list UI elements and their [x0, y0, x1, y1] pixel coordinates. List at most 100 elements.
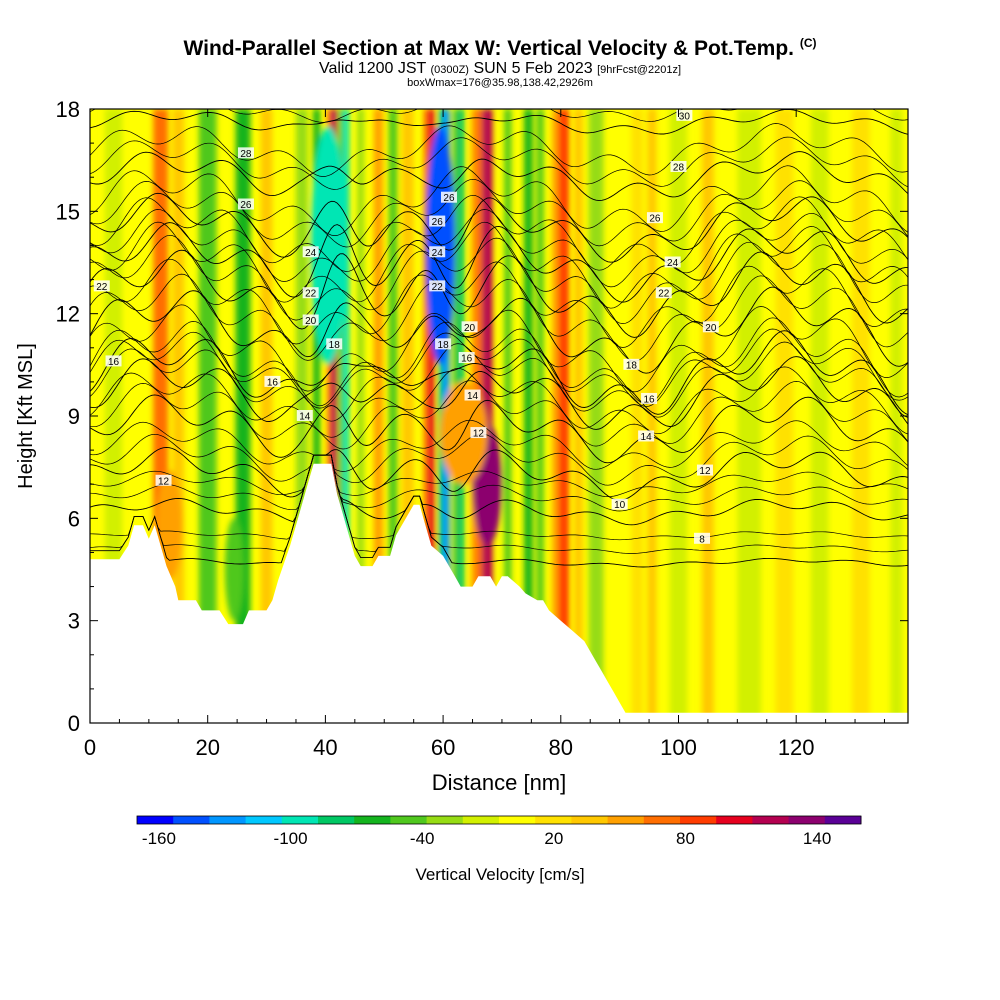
contour-label: 26: [646, 212, 663, 225]
x-tick-label: 20: [195, 735, 219, 760]
y-tick-label: 15: [56, 199, 80, 224]
velocity-cell: [224, 518, 244, 621]
velocity-band: [357, 109, 364, 723]
contour-label: 20: [702, 321, 719, 334]
theta-contour-line: [90, 356, 908, 430]
colorbar-swatch: [607, 816, 645, 824]
theta-contour-line: [90, 454, 908, 554]
theta-contour-line: [90, 454, 908, 526]
velocity-band: [647, 109, 657, 723]
velocity-band: [388, 109, 398, 723]
theta-contour-line: [90, 433, 908, 486]
velocity-band: [775, 109, 794, 723]
velocity-band: [669, 109, 688, 723]
contour-label-text: 18: [438, 340, 450, 351]
velocity-band-edge: [438, 109, 443, 723]
contour-label-bg: [641, 392, 658, 404]
contour-label: 18: [435, 338, 452, 351]
contour-label-text: 10: [614, 500, 626, 511]
colorbar-swatch: [462, 816, 500, 824]
colorbar-swatch: [426, 816, 464, 824]
velocity-band-edge: [327, 109, 331, 723]
theta-contour-line: [90, 317, 908, 407]
colorbar-tick-label: -100: [274, 829, 308, 848]
axes: 0 20 40 60 80 100 120 0 3 6 9 12 15 18: [56, 97, 908, 760]
theta-contour-line: [90, 394, 908, 464]
colorbar-swatch: [245, 816, 283, 824]
velocity-band-edge: [338, 109, 343, 723]
contour-label-text: 20: [305, 316, 317, 327]
plot-area: 8 10 12 12 12 14 14 14 16 16 16 16 18 18 18 20 20 20 22 22 2…: [90, 109, 908, 723]
velocity-band: [524, 109, 533, 723]
contour-label-text: 30: [679, 111, 691, 122]
contour-label: 12: [696, 464, 713, 477]
colorbar-swatch: [390, 816, 428, 824]
contour-label-text: 26: [649, 214, 661, 225]
contour-label-bg: [435, 338, 452, 350]
contour-label: 12: [470, 427, 487, 440]
contour-label-text: 24: [305, 248, 317, 259]
theta-contour-line: [90, 178, 908, 248]
y-tick-label: 6: [68, 506, 80, 531]
theta-contour-line: [90, 328, 908, 409]
contour-label-bg: [155, 474, 172, 486]
colorbar-frame: [136, 815, 862, 825]
theta-contour-line: [90, 192, 908, 263]
velocity-cell: [440, 381, 488, 485]
colorbar-tick-label: -160: [142, 829, 176, 848]
velocity-band: [373, 109, 384, 723]
colorbar-swatch: [571, 816, 609, 824]
contour-label: 14: [464, 389, 481, 402]
contour-label-bg: [623, 358, 640, 370]
contour-label-text: 18: [626, 360, 638, 371]
theta-contour-line: [90, 151, 908, 202]
velocity-band: [401, 109, 414, 723]
x-tick-label: 80: [549, 735, 573, 760]
contour-label: 10: [611, 498, 628, 511]
theta-contour-line: [90, 249, 908, 338]
velocity-cell: [156, 470, 183, 580]
contour-label: 28: [670, 160, 687, 173]
colorbar-swatch: [499, 816, 536, 824]
contour-label-bg: [611, 498, 628, 510]
x-axis-label: Distance [nm]: [432, 770, 567, 795]
valid-time-utc: (0300Z): [430, 64, 469, 76]
contour-label: 20: [461, 321, 478, 334]
theta-contour-line: [90, 454, 908, 512]
contour-label-text: 28: [240, 149, 252, 160]
contour-label-text: 14: [641, 432, 653, 443]
contour-label-text: 22: [658, 289, 670, 300]
contour-label-bg: [694, 532, 711, 544]
contour-label-bg: [302, 314, 319, 326]
velocity-band: [330, 109, 338, 723]
colorbar-tick-label: 80: [676, 829, 695, 848]
contour-label-text: 12: [699, 466, 711, 477]
colorbar-swatch: [173, 816, 210, 824]
contour-label-bg: [105, 355, 122, 367]
contour-label-bg: [93, 280, 110, 292]
contour-label-text: 24: [667, 258, 679, 269]
theta-contour-line: [90, 366, 908, 438]
theta-contour-line: [90, 209, 908, 288]
contour-label: 20: [302, 314, 319, 327]
contour-label-bg: [470, 427, 487, 439]
contour-label: 12: [155, 474, 172, 487]
contour-label-text: 16: [644, 394, 656, 405]
contour-label-bg: [461, 321, 478, 333]
theta-contours: [90, 109, 908, 568]
y-tick-label: 18: [56, 97, 80, 122]
theta-contour-line: [90, 234, 908, 324]
contour-label: 8: [694, 532, 711, 545]
contour-labels: 8 10 12 12 12 14 14 14 16 16 16 16 18 18 18 20 20 20 22 22 2…: [93, 109, 719, 545]
contour-label-text: 26: [432, 217, 444, 228]
velocity-band: [172, 109, 185, 723]
theta-contour-line: [90, 222, 908, 303]
velocity-band: [737, 109, 761, 723]
velocity-band-edge: [423, 109, 428, 723]
theta-contour-line: [90, 136, 908, 190]
velocity-band: [504, 109, 512, 723]
contour-label-text: 22: [432, 282, 444, 293]
velocity-band: [427, 109, 435, 723]
chart-title-text: Wind-Parallel Section at Max W: Vertical…: [183, 37, 794, 60]
contour-label: 26: [440, 191, 457, 204]
